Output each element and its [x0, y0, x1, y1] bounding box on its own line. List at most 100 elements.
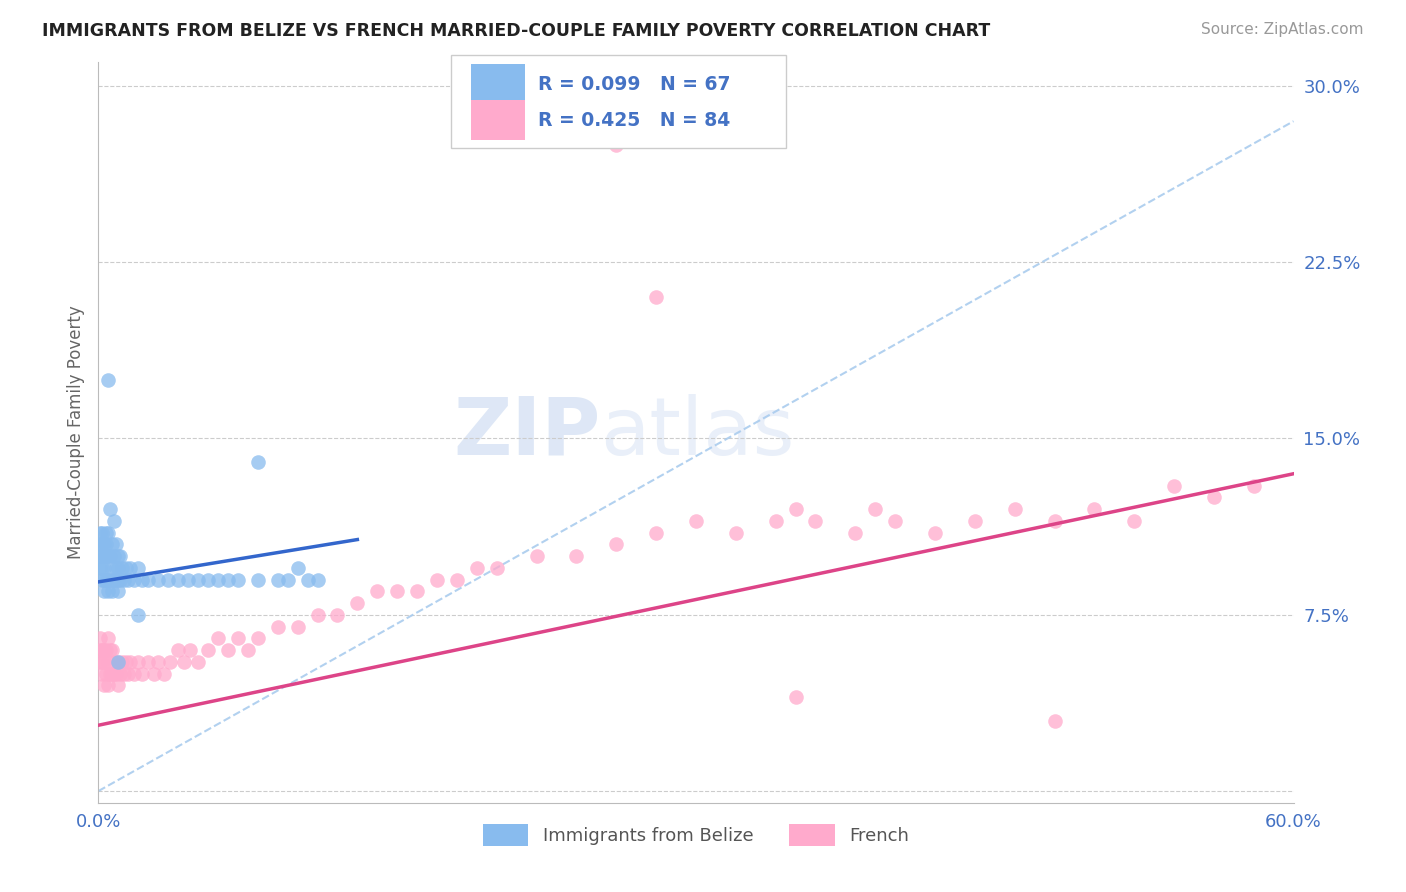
Point [98, 502, 122, 516]
Point [346, 596, 368, 610]
Point [89, 549, 111, 563]
Point [127, 561, 149, 575]
Point [197, 643, 219, 657]
Point [1043, 714, 1066, 728]
Point [89, 632, 111, 646]
Point [131, 666, 153, 681]
Point [103, 514, 125, 528]
FancyBboxPatch shape [451, 55, 786, 147]
Point [112, 573, 135, 587]
Point [804, 514, 827, 528]
Point [93, 678, 115, 692]
Point [1123, 514, 1146, 528]
Point [93, 537, 115, 551]
Point [124, 666, 146, 681]
Point [207, 632, 229, 646]
Point [107, 678, 129, 692]
Point [785, 502, 807, 516]
Point [267, 619, 290, 633]
Point [117, 573, 139, 587]
Point [177, 573, 200, 587]
Point [277, 573, 299, 587]
Point [179, 643, 201, 657]
Point [91, 666, 114, 681]
Point [1083, 502, 1105, 516]
Text: Source: ZipAtlas.com: Source: ZipAtlas.com [1201, 22, 1364, 37]
Point [107, 584, 129, 599]
Point [246, 455, 269, 469]
Point [97, 632, 120, 646]
Point [103, 549, 125, 563]
Point [89, 561, 111, 575]
Point [136, 573, 159, 587]
Point [98, 549, 122, 563]
Point [115, 655, 138, 669]
Point [91, 573, 114, 587]
Point [97, 525, 120, 540]
Point [96, 643, 118, 657]
Point [645, 290, 668, 304]
Point [157, 573, 180, 587]
Point [785, 690, 807, 704]
Point [110, 573, 132, 587]
Point [101, 666, 124, 681]
Point [366, 584, 388, 599]
Point [645, 525, 668, 540]
Point [97, 678, 120, 692]
Point [112, 666, 135, 681]
Point [884, 514, 907, 528]
Point [605, 137, 627, 152]
Point [124, 573, 146, 587]
Point [93, 573, 115, 587]
Point [963, 514, 986, 528]
Point [485, 561, 508, 575]
Point [103, 573, 125, 587]
Point [91, 537, 114, 551]
Point [1243, 478, 1265, 492]
Point [236, 643, 259, 657]
Point [89, 643, 111, 657]
Point [93, 561, 115, 575]
Point [101, 643, 124, 657]
Point [267, 573, 290, 587]
Point [97, 373, 120, 387]
Point [153, 666, 176, 681]
Point [96, 666, 118, 681]
Point [110, 549, 132, 563]
Point [167, 643, 190, 657]
Point [287, 619, 309, 633]
Point [101, 561, 124, 575]
Point [89, 655, 111, 669]
Point [105, 666, 128, 681]
Point [131, 573, 153, 587]
Point [97, 549, 120, 563]
Point [143, 666, 166, 681]
Point [159, 655, 181, 669]
Point [91, 525, 114, 540]
Point [110, 666, 132, 681]
Point [246, 632, 269, 646]
Point [115, 561, 138, 575]
Point [217, 643, 239, 657]
Point [98, 573, 122, 587]
Point [93, 643, 115, 657]
Point [605, 537, 627, 551]
Point [91, 549, 114, 563]
Point [1202, 490, 1225, 504]
Point [307, 607, 329, 622]
Point [105, 537, 128, 551]
Point [148, 655, 170, 669]
Point [107, 549, 129, 563]
Point [91, 655, 114, 669]
Point [120, 655, 142, 669]
Point [127, 655, 149, 669]
Point [217, 573, 239, 587]
Point [685, 514, 707, 528]
Text: ZIP: ZIP [453, 393, 600, 472]
Point [91, 643, 114, 657]
Point [385, 584, 409, 599]
Point [127, 607, 149, 622]
Point [924, 525, 946, 540]
Point [103, 666, 125, 681]
Text: atlas: atlas [600, 393, 794, 472]
